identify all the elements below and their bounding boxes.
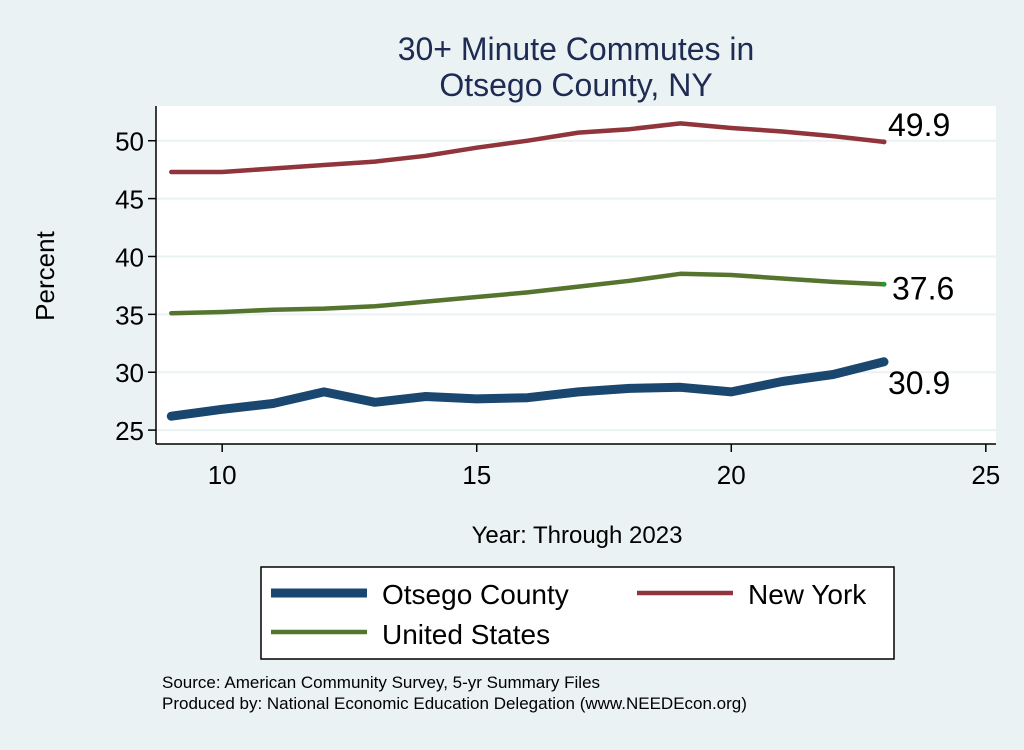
y-tick-label: 50 — [115, 127, 144, 157]
legend: Otsego County New York United States — [260, 566, 895, 660]
series-endpoint-unitedstates — [881, 281, 887, 287]
legend-box — [260, 566, 895, 660]
x-axis-title: Year: Through 2023 — [472, 522, 683, 549]
x-tick-label: 15 — [462, 460, 491, 490]
series-line-unitedstates — [169, 271, 887, 316]
produced-by-note: Produced by: National Economic Education… — [162, 694, 747, 713]
y-tick-label: 45 — [115, 185, 144, 215]
series-endpoint-newyork — [881, 139, 887, 145]
series-line-newyork — [169, 121, 887, 175]
legend-label-otsego: Otsego County — [382, 579, 569, 610]
y-tick-label: 35 — [115, 300, 144, 330]
source-note: Source: American Community Survey, 5-yr … — [162, 673, 600, 692]
y-tick-label: 25 — [115, 416, 144, 446]
x-tick-label: 25 — [971, 460, 1000, 490]
y-tick-label: 40 — [115, 242, 144, 272]
chart-title-line-2: Otsego County, NY — [439, 67, 712, 103]
end-label-unitedstates: 37.6 — [892, 270, 954, 306]
end-label-otsego: 30.9 — [888, 365, 950, 401]
axes: 25 30 35 40 45 50 10 15 20 25 — [115, 106, 1000, 490]
legend-label-unitedstates: United States — [382, 619, 550, 650]
y-axis-title: Percent — [30, 230, 60, 320]
end-label-newyork: 49.9 — [888, 107, 950, 143]
series-endpoint-otsego — [881, 359, 887, 365]
x-tick-label: 10 — [208, 460, 237, 490]
series-lines — [166, 121, 889, 421]
legend-label-newyork: New York — [748, 579, 867, 610]
x-tick-label: 20 — [717, 460, 746, 490]
end-labels: 30.9 49.9 37.6 — [888, 107, 954, 401]
series-line-otsego — [166, 357, 889, 421]
y-tick-label: 30 — [115, 358, 144, 388]
chart-title-line-1: 30+ Minute Commutes in — [398, 31, 755, 67]
